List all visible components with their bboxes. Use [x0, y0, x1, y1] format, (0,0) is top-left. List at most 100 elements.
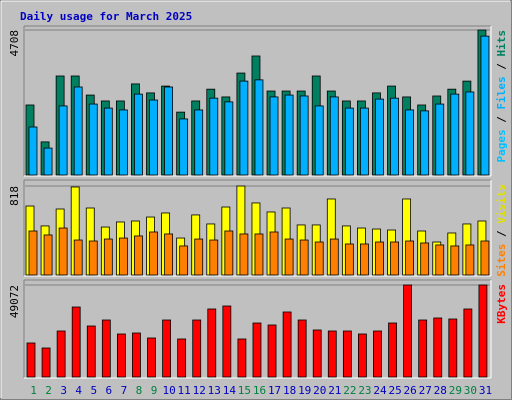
bar — [360, 107, 369, 176]
x-tick-label: 17 — [268, 384, 281, 397]
x-tick-label: 9 — [151, 384, 158, 397]
bar — [86, 325, 96, 378]
bar — [224, 230, 234, 276]
bar — [435, 103, 445, 176]
bar — [58, 105, 68, 176]
bar — [465, 244, 475, 276]
bar — [88, 103, 98, 176]
bar — [480, 240, 490, 276]
x-tick-label: 23 — [358, 384, 371, 397]
bar — [103, 238, 113, 276]
bar — [239, 80, 249, 176]
bar — [116, 333, 126, 378]
bar — [118, 237, 128, 276]
legend-entry: Visits — [495, 184, 508, 224]
x-tick-label: 19 — [298, 384, 311, 397]
legend: KBytes — [495, 284, 508, 324]
y-tick-label: 818 — [8, 186, 21, 206]
bar — [209, 239, 219, 276]
bar — [28, 230, 38, 276]
x-tick-label: 7 — [121, 384, 128, 397]
bar — [344, 243, 354, 276]
bar — [329, 96, 339, 176]
legend-separator: / — [495, 57, 508, 77]
bar — [327, 330, 337, 378]
bar — [26, 342, 36, 378]
legend-entry: Sites — [495, 244, 508, 277]
bar — [88, 240, 98, 276]
x-tick-label: 3 — [60, 384, 67, 397]
bar — [118, 109, 128, 176]
bar — [450, 93, 460, 176]
legend-entry: KBytes — [495, 284, 508, 324]
x-tick-label: 16 — [253, 384, 266, 397]
x-tick-label: 29 — [449, 384, 462, 397]
y-tick-label: 4708 — [8, 30, 21, 57]
x-tick-label: 5 — [90, 384, 97, 397]
x-tick-label: 18 — [283, 384, 296, 397]
bar — [433, 317, 443, 378]
bar — [465, 91, 475, 176]
x-tick-label: 26 — [404, 384, 417, 397]
bar — [420, 242, 430, 276]
legend-separator: / — [495, 224, 508, 244]
bar — [284, 94, 294, 176]
bar — [312, 329, 322, 378]
bar — [239, 233, 249, 276]
bar — [403, 284, 413, 378]
legend-entry: Hits — [495, 30, 508, 57]
bar — [373, 330, 382, 378]
bar — [344, 107, 354, 176]
bar — [480, 35, 490, 176]
bar — [342, 330, 352, 378]
bar — [177, 338, 187, 378]
legend: Sites / Visits — [495, 184, 508, 277]
bar — [43, 234, 53, 276]
bar — [269, 231, 279, 276]
bar — [463, 308, 473, 378]
x-tick-label: 21 — [328, 384, 341, 397]
bar — [162, 319, 171, 378]
bar — [237, 338, 247, 378]
bar — [132, 332, 141, 378]
x-tick-label: 24 — [373, 384, 387, 397]
bar — [390, 97, 399, 176]
x-tick-label: 4 — [75, 384, 82, 397]
legend: Pages / Files / Hits — [495, 30, 508, 163]
bar — [267, 324, 277, 378]
bar — [149, 231, 158, 276]
bar — [73, 86, 83, 176]
x-tick-label: 2 — [45, 384, 52, 397]
bar — [209, 97, 219, 176]
bar — [147, 337, 156, 378]
bar — [299, 95, 309, 176]
bar — [269, 96, 279, 176]
bar — [254, 79, 264, 176]
bar — [299, 239, 309, 276]
bar — [103, 107, 113, 176]
bar — [164, 233, 173, 276]
bar — [450, 245, 460, 276]
x-tick-label: 14 — [223, 384, 237, 397]
bar — [390, 241, 399, 276]
bar — [207, 308, 217, 378]
bar — [164, 86, 173, 176]
x-tick-label: 6 — [106, 384, 113, 397]
bar — [358, 333, 367, 378]
x-tick-label: 20 — [313, 384, 326, 397]
bar — [448, 318, 458, 378]
legend-separator: / — [495, 110, 508, 130]
x-tick-label: 22 — [343, 384, 356, 397]
bar — [179, 118, 189, 176]
bar — [56, 330, 66, 378]
bar — [252, 322, 262, 378]
bar — [134, 235, 143, 276]
y-tick-label: 49072 — [8, 285, 21, 318]
legend-entry: Pages — [495, 129, 508, 162]
x-tick-label: 8 — [136, 384, 143, 397]
bar — [194, 109, 204, 176]
bar — [420, 110, 430, 176]
bar — [435, 244, 445, 276]
x-tick-label: 1 — [30, 384, 37, 397]
bar — [149, 99, 158, 176]
